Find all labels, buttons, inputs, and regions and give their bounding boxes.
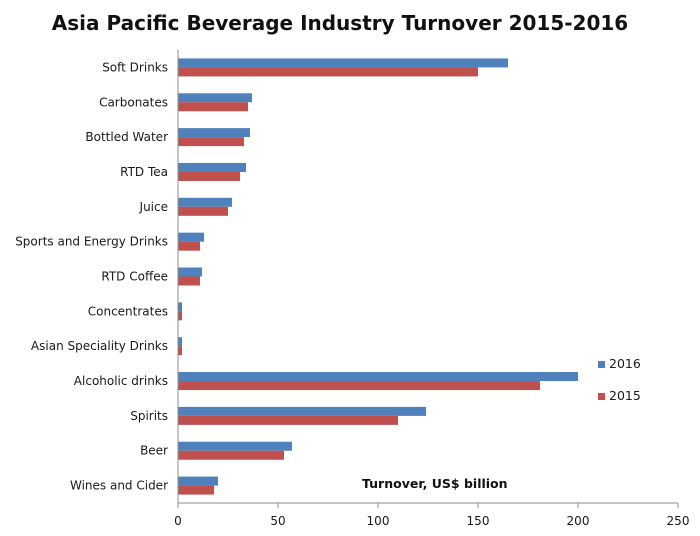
x-tick-label-250: 250 — [667, 514, 690, 528]
bar-rtd-coffee-2015 — [178, 276, 200, 286]
bar-beer-2016 — [178, 441, 292, 451]
category-label-beer: Beer — [140, 444, 168, 458]
bar-wines-and-cider-2016 — [178, 476, 218, 486]
category-label-soft-drinks: Soft Drinks — [102, 60, 168, 74]
legend: 2016 2015 — [598, 356, 641, 403]
x-axis-title: Turnover, US$ billion — [362, 476, 508, 491]
category-label-sports-and-energy-drinks: Sports and Energy Drinks — [15, 235, 168, 249]
bar-bottled-water-2015 — [178, 137, 244, 147]
category-label-rtd-coffee: RTD Coffee — [101, 270, 168, 284]
category-label-concentrates: Concentrates — [88, 304, 168, 318]
category-label-spirits: Spirits — [130, 409, 168, 423]
category-label-bottled-water: Bottled Water — [85, 130, 168, 144]
bar-soft-drinks-2016 — [178, 58, 508, 68]
bar-juice-2016 — [178, 197, 232, 207]
bars-group — [178, 58, 578, 495]
legend-label-2015: 2015 — [609, 388, 641, 403]
bar-wines-and-cider-2015 — [178, 485, 214, 495]
x-axis-ticks: 0 50 100 150 200 250 — [174, 503, 689, 528]
x-tick-label-200: 200 — [567, 514, 590, 528]
x-tick-label-100: 100 — [367, 514, 390, 528]
bar-concentrates-2015 — [178, 311, 182, 321]
bar-asian-speciality-drinks-2016 — [178, 337, 182, 347]
category-label-wines-and-cider: Wines and Cider — [70, 479, 168, 493]
bar-juice-2015 — [178, 206, 228, 216]
legend-label-2016: 2016 — [609, 356, 641, 371]
bar-sports-and-energy-drinks-2016 — [178, 232, 204, 242]
category-label-asian-speciality-drinks: Asian Speciality Drinks — [31, 339, 168, 353]
category-label-alcoholic-drinks: Alcoholic drinks — [74, 374, 168, 388]
bar-bottled-water-2016 — [178, 128, 250, 138]
x-tick-label-150: 150 — [467, 514, 490, 528]
category-label-juice: Juice — [139, 200, 168, 214]
bar-soft-drinks-2015 — [178, 67, 478, 77]
bar-sports-and-energy-drinks-2015 — [178, 241, 200, 251]
bar-concentrates-2016 — [178, 302, 182, 312]
bar-rtd-tea-2016 — [178, 162, 246, 172]
category-labels: Soft Drinks Carbonates Bottled Water RTD Te… — [15, 60, 168, 492]
bar-alcoholic-drinks-2015 — [178, 381, 540, 391]
bar-spirits-2016 — [178, 406, 426, 416]
bar-alcoholic-drinks-2016 — [178, 372, 578, 382]
bar-rtd-coffee-2016 — [178, 267, 202, 277]
bar-carbonates-2016 — [178, 93, 252, 103]
bar-rtd-tea-2015 — [178, 171, 240, 181]
x-tick-label-0: 0 — [174, 514, 182, 528]
bar-asian-speciality-drinks-2015 — [178, 346, 182, 356]
bar-spirits-2015 — [178, 415, 398, 425]
bar-carbonates-2015 — [178, 102, 248, 112]
category-label-rtd-tea: RTD Tea — [120, 165, 168, 179]
chart-title: Asia Pacific Beverage Industry Turnover … — [52, 11, 628, 35]
category-label-carbonates: Carbonates — [99, 95, 168, 109]
legend-swatch-2015 — [598, 393, 605, 400]
bar-beer-2015 — [178, 450, 284, 460]
legend-swatch-2016 — [598, 361, 605, 368]
x-tick-label-50: 50 — [270, 514, 285, 528]
